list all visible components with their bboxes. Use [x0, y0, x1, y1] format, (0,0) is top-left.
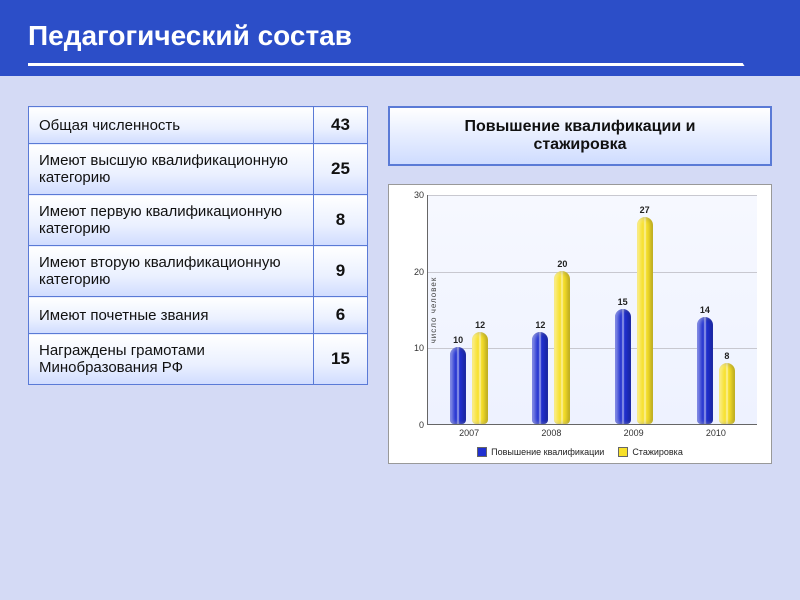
table-cell-label: Награждены грамотами Минобразования РФ — [29, 334, 314, 385]
bar-group: 1527 — [593, 217, 675, 424]
x-tick-label: 2009 — [593, 424, 675, 438]
bar-value-label: 8 — [724, 351, 729, 361]
bar-value-label: 14 — [700, 305, 710, 315]
header-underline — [28, 63, 800, 66]
bar-value-label: 12 — [475, 320, 485, 330]
bar: 20 — [554, 271, 570, 424]
table-cell-label: Имеют первую квалификационную категорию — [29, 195, 314, 246]
chart-legend: Повышение квалификации Стажировка — [397, 447, 763, 457]
x-tick-label: 2007 — [428, 424, 510, 438]
bar-value-label: 15 — [618, 297, 628, 307]
slide-header: Педагогический состав — [0, 0, 800, 76]
panel-title-line2: стажировка — [396, 136, 764, 154]
bar: 12 — [532, 332, 548, 424]
table-cell-label: Имеют вторую квалификационную категорию — [29, 246, 314, 297]
legend-item: Повышение квалификации — [477, 447, 604, 457]
bar-value-label: 20 — [557, 259, 567, 269]
bar: 15 — [615, 309, 631, 424]
bar-group: 1012 — [428, 332, 510, 424]
table-row: Имеют почетные звания6 — [29, 297, 368, 334]
table-cell-label: Общая численность — [29, 107, 314, 144]
y-tick-label: 30 — [404, 190, 424, 200]
bar: 27 — [637, 217, 653, 424]
table-row: Награждены грамотами Минобразования РФ15 — [29, 334, 368, 385]
chart-container: число человек 01020301012200712202008152… — [388, 184, 772, 464]
bar: 14 — [697, 317, 713, 424]
table-cell-value: 15 — [314, 334, 368, 385]
legend-item: Стажировка — [618, 447, 683, 457]
table-cell-value: 9 — [314, 246, 368, 297]
bar-value-label: 12 — [535, 320, 545, 330]
page-title: Педагогический состав — [28, 20, 772, 52]
content-area: Общая численность43Имеют высшую квалифик… — [0, 76, 800, 464]
chart-title-panel: Повышение квалификации и стажировка — [388, 106, 772, 166]
bar-group: 148 — [675, 317, 757, 424]
bar: 8 — [719, 363, 735, 424]
x-tick-label: 2010 — [675, 424, 757, 438]
legend-label: Повышение квалификации — [491, 447, 604, 457]
table-cell-label: Имеют почетные звания — [29, 297, 314, 334]
staff-table: Общая численность43Имеют высшую квалифик… — [28, 106, 368, 385]
bar-value-label: 27 — [640, 205, 650, 215]
table-row: Имеют первую квалификационную категорию8 — [29, 195, 368, 246]
bar: 10 — [450, 347, 466, 424]
table-cell-value: 25 — [314, 144, 368, 195]
header-cap — [740, 52, 800, 76]
legend-swatch — [618, 447, 628, 457]
table-row: Общая численность43 — [29, 107, 368, 144]
table-cell-label: Имеют высшую квалификационную категорию — [29, 144, 314, 195]
table-cell-value: 6 — [314, 297, 368, 334]
table-cell-value: 8 — [314, 195, 368, 246]
y-tick-label: 0 — [404, 420, 424, 430]
panel-title-line1: Повышение квалификации и — [396, 118, 764, 136]
table-row: Имеют вторую квалификационную категорию9 — [29, 246, 368, 297]
right-column: Повышение квалификации и стажировка числ… — [388, 106, 772, 464]
table-row: Имеют высшую квалификационную категорию2… — [29, 144, 368, 195]
x-tick-label: 2008 — [510, 424, 592, 438]
bar: 12 — [472, 332, 488, 424]
table-cell-value: 43 — [314, 107, 368, 144]
bar-group: 1220 — [510, 271, 592, 424]
legend-swatch — [477, 447, 487, 457]
chart-plot-area: число человек 01020301012200712202008152… — [427, 195, 757, 425]
grid-line — [428, 195, 757, 196]
legend-label: Стажировка — [632, 447, 683, 457]
y-tick-label: 10 — [404, 343, 424, 353]
y-tick-label: 20 — [404, 267, 424, 277]
bar-value-label: 10 — [453, 335, 463, 345]
left-column: Общая численность43Имеют высшую квалифик… — [28, 106, 368, 464]
